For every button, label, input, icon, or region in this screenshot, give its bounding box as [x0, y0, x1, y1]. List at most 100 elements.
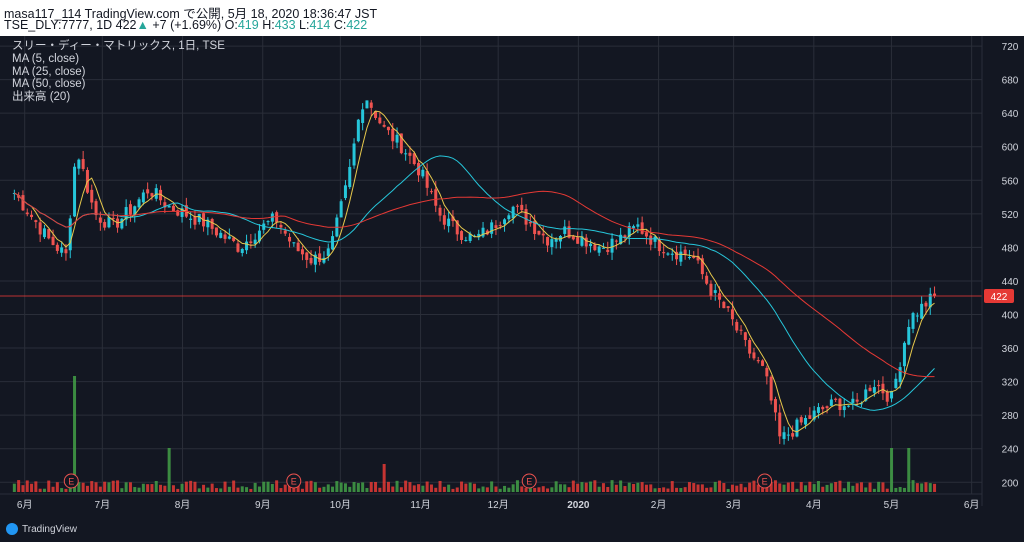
ticker-info: TSE_DLY:7777, 1D 422▲ +7 (+1.69%) O:419 … — [4, 18, 367, 32]
candle-body — [412, 153, 416, 165]
volume-bar — [855, 483, 859, 492]
candle-body — [326, 248, 330, 256]
candle-body — [404, 153, 408, 155]
candle-body — [606, 249, 610, 252]
volume-bar — [55, 482, 59, 492]
candle-body — [374, 111, 378, 118]
volume-bar — [163, 485, 167, 492]
volume-bar — [915, 483, 919, 492]
candle-body — [253, 239, 257, 244]
volume-bar — [116, 480, 120, 492]
candle-body — [94, 201, 98, 216]
volume-bar — [593, 480, 597, 492]
legend-ma5[interactable]: MA (5, close) — [12, 52, 80, 65]
candle-body — [657, 239, 661, 252]
candle-body — [90, 189, 94, 203]
candle-body — [894, 378, 898, 389]
volume-bar — [395, 480, 399, 492]
candle-body — [601, 247, 605, 249]
volume-bar — [232, 480, 236, 492]
volume-bar — [773, 480, 777, 492]
volume-bar — [12, 483, 16, 492]
volume-bar — [816, 481, 820, 492]
volume-bar — [120, 488, 124, 492]
volume-bar — [571, 480, 575, 492]
volume-bar — [679, 488, 683, 492]
tradingview-logo-icon — [6, 523, 18, 535]
volume-bar — [554, 481, 558, 492]
candle-body — [55, 244, 59, 251]
earnings-marker-icon[interactable] — [63, 473, 79, 489]
volume-bar — [189, 480, 193, 492]
candle-body — [60, 247, 64, 253]
candle-body — [851, 398, 855, 403]
candle-body — [417, 162, 421, 176]
candle-body — [120, 218, 124, 229]
volume-bar — [795, 488, 799, 492]
volume-bar — [296, 484, 300, 492]
candle-body — [597, 246, 601, 253]
candle-body — [214, 227, 218, 236]
legend-title[interactable]: スリー・ディー・マトリックス, 1日, TSE — [12, 40, 225, 52]
y-tick-label: 640 — [1002, 109, 1019, 120]
earnings-marker-icon[interactable] — [286, 473, 302, 489]
volume-bar — [894, 487, 898, 492]
volume-bar — [421, 485, 425, 492]
earnings-marker-icon[interactable] — [521, 473, 537, 489]
volume-bar — [498, 488, 502, 492]
candle-body — [554, 238, 558, 242]
candle-body — [146, 189, 150, 194]
volume-bar — [283, 484, 287, 492]
volume-bar — [735, 485, 739, 492]
volume-bar — [227, 486, 231, 492]
candle-body — [42, 228, 46, 238]
legend-ma50[interactable]: MA (50, close) — [12, 78, 86, 91]
candle-body — [249, 241, 253, 244]
candle-body — [300, 249, 304, 255]
candle-body — [171, 205, 175, 211]
candle-body — [907, 327, 911, 345]
candle-body — [515, 205, 519, 207]
candle-body — [30, 214, 34, 218]
volume-bar — [761, 488, 765, 492]
volume-bar — [167, 448, 171, 492]
time-axis[interactable]: 6月 7月 8月 9月 10月 11月 12月 2020 2月 3月 4月 5月 6月 — [0, 493, 982, 511]
candle-body — [318, 253, 322, 262]
ma5-line — [14, 110, 935, 433]
last-price: 422 — [115, 18, 137, 32]
candle-body — [348, 166, 352, 188]
volume-bar — [520, 486, 524, 492]
volume-bar — [726, 488, 730, 492]
candle-body — [382, 124, 386, 127]
candle-body — [580, 236, 584, 246]
volume-bar — [51, 486, 55, 492]
candle-body — [68, 218, 72, 251]
candle-body — [675, 251, 679, 260]
candle-body — [838, 398, 842, 410]
volume-bar — [124, 482, 128, 492]
volume-bar — [25, 480, 29, 492]
volume-bar — [804, 485, 808, 492]
volume-bar — [326, 484, 330, 492]
volume-bar — [309, 480, 313, 492]
volume-bar — [563, 484, 567, 492]
candle-body — [103, 222, 107, 228]
tradingview-logo[interactable]: TradingView — [6, 523, 77, 535]
legend-ma25[interactable]: MA (25, close) — [12, 65, 86, 78]
earnings-marker-icon[interactable] — [757, 473, 773, 489]
low-value: 414 — [309, 18, 331, 32]
candle-body — [352, 143, 356, 166]
candle-body — [782, 432, 786, 439]
volume-bar — [696, 484, 700, 492]
candle-body — [524, 209, 528, 225]
candle-body — [339, 201, 343, 218]
legend-volume[interactable]: 出来高 (20) — [12, 91, 71, 104]
y-tick-label: 480 — [1002, 243, 1019, 254]
price-axis[interactable]: 200 240 280 320 360 400 440 480 520 560 600 640 680 7… — [981, 36, 1019, 506]
volume-bar — [141, 483, 145, 492]
volume-bar — [253, 482, 257, 492]
volume-bar — [584, 482, 588, 492]
candle-body — [825, 406, 829, 409]
candle-body — [756, 360, 760, 362]
